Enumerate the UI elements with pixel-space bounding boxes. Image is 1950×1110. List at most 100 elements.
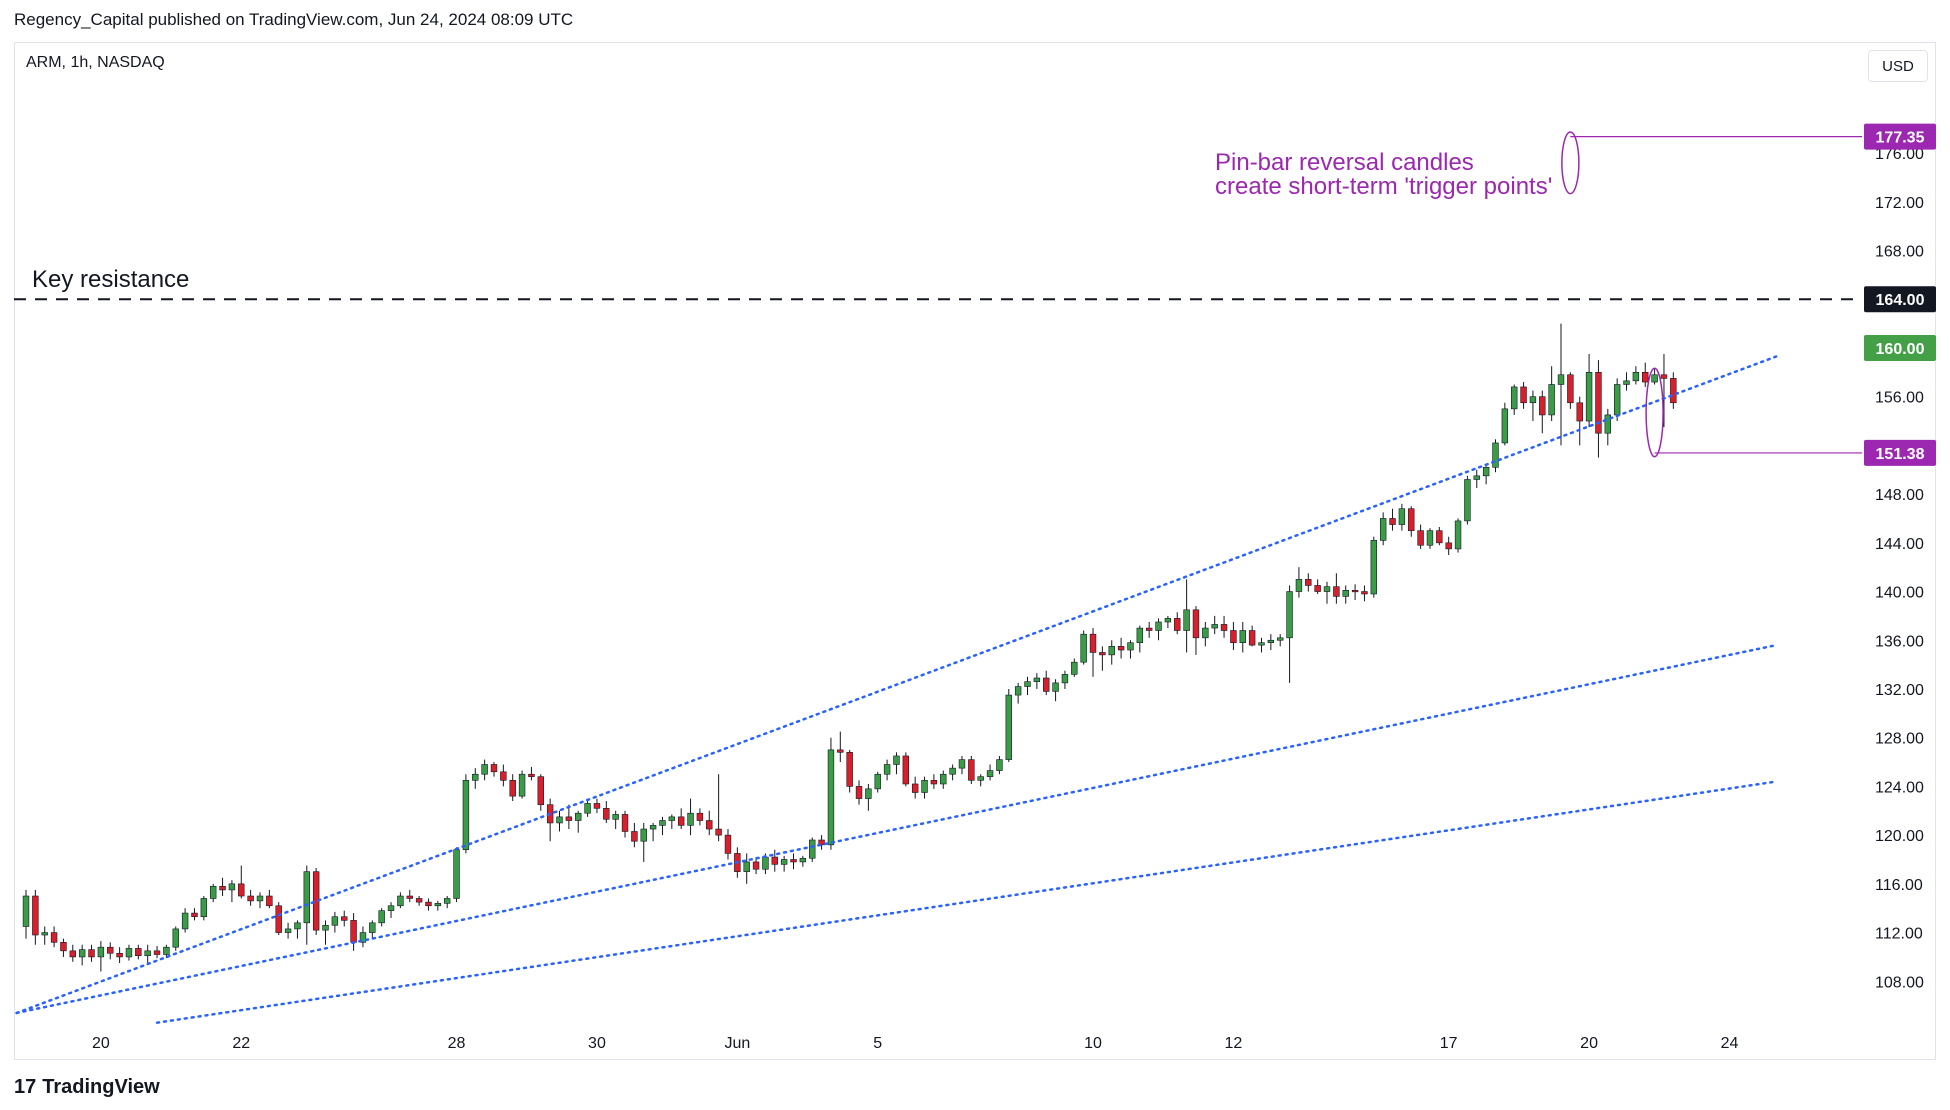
candle xyxy=(1595,372,1602,434)
candle xyxy=(472,773,479,781)
candle xyxy=(1670,378,1677,404)
pin-bar-highlight xyxy=(1645,367,1664,458)
candle xyxy=(1267,639,1275,643)
candle xyxy=(1127,642,1134,651)
candle xyxy=(958,759,966,769)
candle xyxy=(1436,530,1443,544)
candle xyxy=(827,749,835,846)
price-tag-label: 177.35 xyxy=(1876,130,1925,147)
x-tick-label: 10 xyxy=(1084,1035,1102,1052)
candle xyxy=(518,773,526,797)
candle xyxy=(799,857,807,863)
x-tick-label: 30 xyxy=(588,1035,606,1052)
candle xyxy=(1117,646,1125,651)
candle xyxy=(743,861,750,872)
y-tick-label: 168.00 xyxy=(1875,244,1924,261)
candle xyxy=(762,856,769,870)
candle xyxy=(809,839,816,859)
candle xyxy=(584,803,591,814)
candle xyxy=(1024,681,1031,687)
candle xyxy=(724,834,732,854)
candle xyxy=(1501,408,1509,444)
candle xyxy=(1651,374,1658,383)
x-tick-label: Jun xyxy=(724,1035,750,1052)
candle xyxy=(1632,372,1640,382)
candle xyxy=(1305,579,1312,586)
candle xyxy=(1482,467,1490,477)
x-tick-label: 5 xyxy=(873,1035,882,1052)
key-resistance-label: Key resistance xyxy=(32,266,189,293)
price-tag xyxy=(1864,334,1936,361)
candle xyxy=(1408,508,1415,531)
pin-bar-annotation-line2: create short-term 'trigger points' xyxy=(1215,173,1552,200)
candle xyxy=(1061,674,1069,684)
candle xyxy=(1379,518,1387,541)
x-tick-label: 28 xyxy=(448,1035,466,1052)
candle xyxy=(284,928,292,933)
y-tick-label: 140.00 xyxy=(1875,585,1924,602)
candle xyxy=(1567,374,1574,404)
candle xyxy=(874,773,881,790)
candle xyxy=(1174,618,1181,631)
candle xyxy=(1202,627,1209,639)
candle xyxy=(612,814,619,820)
candle xyxy=(621,814,629,832)
candle xyxy=(752,861,760,870)
candle xyxy=(434,903,442,907)
candle xyxy=(1080,633,1087,663)
candle xyxy=(1314,585,1321,592)
candle xyxy=(1258,642,1265,646)
candle xyxy=(1557,374,1565,385)
candle xyxy=(771,856,778,865)
candle xyxy=(1164,618,1172,623)
candle xyxy=(350,920,357,943)
candle xyxy=(1145,627,1153,631)
candle xyxy=(1333,586,1340,597)
candle xyxy=(930,780,938,785)
candle xyxy=(1370,540,1378,595)
candle xyxy=(1052,682,1059,692)
candle xyxy=(565,816,573,821)
candle xyxy=(715,828,722,836)
candle xyxy=(181,912,189,930)
x-tick-label: 22 xyxy=(232,1035,250,1052)
candle xyxy=(575,812,582,821)
candle xyxy=(1014,686,1022,696)
candle xyxy=(443,898,451,904)
pin-bar-highlight xyxy=(1561,131,1580,195)
candle xyxy=(200,898,208,918)
candle xyxy=(537,776,544,805)
candle xyxy=(706,820,713,830)
candle xyxy=(303,871,310,924)
candle xyxy=(116,952,123,958)
candle xyxy=(1136,627,1144,643)
candle xyxy=(238,883,245,897)
tradingview-logo-icon: 17 xyxy=(14,1076,37,1098)
candle xyxy=(275,905,282,933)
candle xyxy=(846,752,853,787)
candle xyxy=(865,788,872,799)
candle xyxy=(883,764,891,775)
candle xyxy=(69,950,77,958)
candle xyxy=(1398,508,1406,525)
candle xyxy=(1220,624,1228,631)
x-tick-label: 17 xyxy=(1440,1035,1458,1052)
candle xyxy=(88,949,95,958)
candle xyxy=(631,831,638,842)
currency-button[interactable]: USD xyxy=(1868,50,1928,82)
candle xyxy=(996,759,1003,771)
trendline xyxy=(155,780,1778,1024)
candle xyxy=(1454,520,1462,550)
candle xyxy=(341,916,348,921)
candle xyxy=(1520,386,1527,404)
symbol-label: ARM, 1h, NASDAQ xyxy=(26,54,165,71)
tradingview-brand-label: TradingView xyxy=(42,1076,160,1098)
candle xyxy=(406,895,413,899)
candle xyxy=(1099,652,1106,656)
y-tick-label: 172.00 xyxy=(1875,195,1924,212)
candle xyxy=(1286,591,1293,639)
candle xyxy=(172,928,179,948)
candle xyxy=(322,924,329,931)
candle xyxy=(790,859,797,863)
